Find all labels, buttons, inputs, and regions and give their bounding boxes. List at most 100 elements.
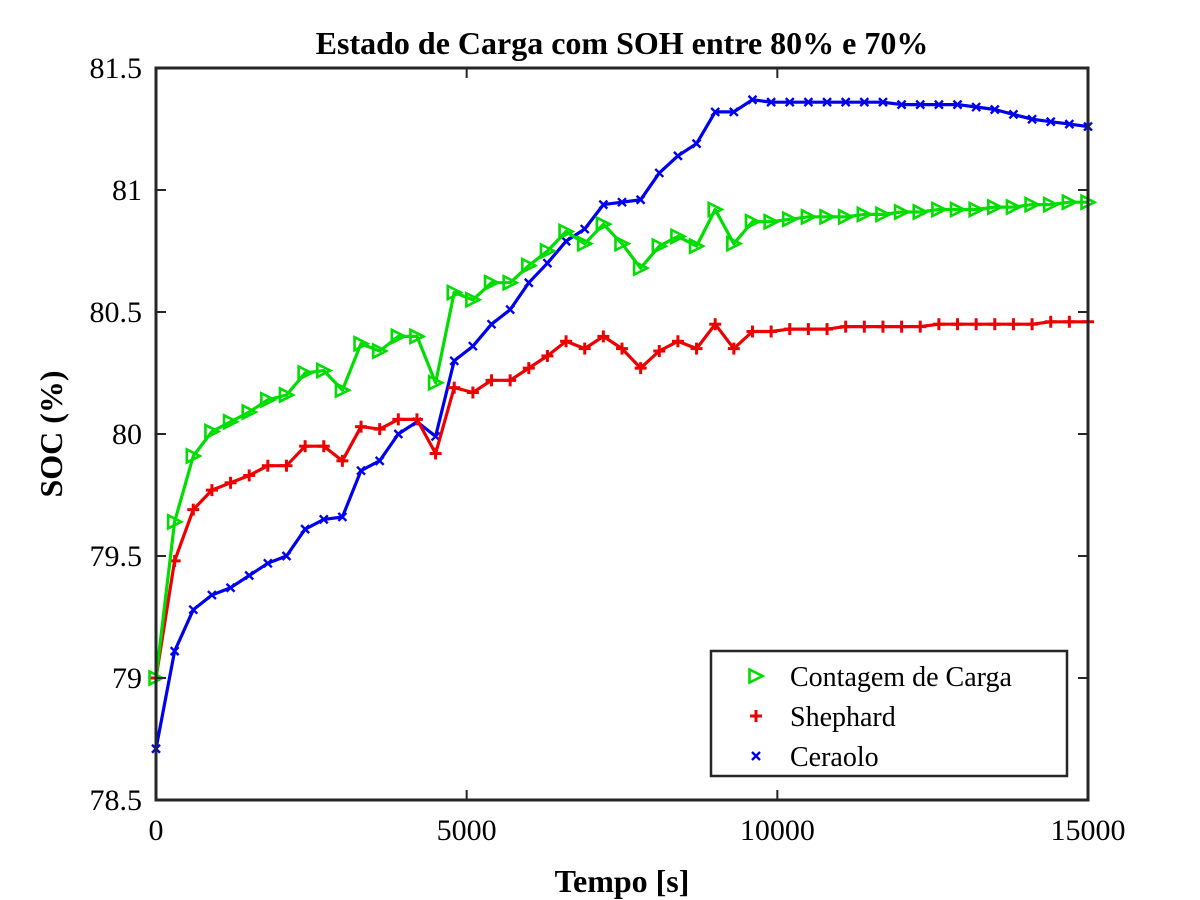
series-contagem-de-carga — [148, 193, 1098, 687]
data-point-contagem-de-carga — [670, 227, 688, 245]
data-point-contagem-de-carga — [1042, 196, 1061, 214]
data-point-ceraolo — [784, 97, 795, 108]
data-point-shephard — [1063, 315, 1076, 328]
y-tick-label: 80 — [112, 418, 142, 451]
data-point-contagem-de-carga — [297, 364, 315, 382]
data-point-shephard — [317, 440, 330, 453]
data-point-ceraolo — [728, 107, 739, 117]
data-point-contagem-de-carga — [539, 242, 557, 260]
data-point-shephard — [597, 330, 610, 343]
data-point-shephard — [690, 342, 703, 355]
data-point-shephard — [1044, 315, 1057, 328]
data-point-contagem-de-carga — [688, 237, 706, 255]
data-point-ceraolo — [971, 102, 982, 112]
data-point-shephard — [839, 320, 852, 333]
x-axis-label: Tempo [s] — [555, 863, 690, 899]
data-point-ceraolo — [542, 258, 553, 269]
data-point-ceraolo — [374, 455, 385, 466]
legend: Contagem de Carga Shephard Ceraolo — [709, 649, 1069, 778]
data-point-shephard — [727, 342, 740, 355]
data-point-contagem-de-carga — [1005, 198, 1023, 216]
legend-label-shephard: Shephard — [790, 702, 896, 733]
data-point-contagem-de-carga — [185, 447, 203, 465]
data-point-ceraolo — [859, 97, 870, 108]
data-point-contagem-de-carga — [278, 386, 296, 404]
data-point-shephard — [951, 318, 964, 331]
data-point-ceraolo — [934, 99, 944, 110]
data-point-shephard — [876, 320, 889, 333]
data-point-shephard — [299, 440, 312, 453]
data-point-ceraolo — [915, 99, 926, 110]
data-point-shephard — [224, 476, 237, 489]
data-point-shephard — [466, 386, 479, 399]
x-tick-label: 10000 — [740, 814, 815, 847]
data-point-ceraolo — [356, 465, 366, 476]
data-point-shephard — [261, 459, 274, 472]
x-tick-label: 15000 — [1051, 814, 1126, 847]
data-point-ceraolo — [169, 646, 180, 657]
data-point-shephard — [1007, 318, 1020, 331]
legend-box — [709, 649, 1069, 778]
data-point-shephard — [280, 459, 293, 472]
data-point-contagem-de-carga — [353, 335, 371, 353]
data-point-shephard — [653, 345, 666, 358]
data-point-contagem-de-carga — [856, 205, 874, 224]
y-tick-label: 78.5 — [90, 784, 143, 817]
tick-layer: 0 5000 10000 15000 78.5 79 79.5 80 80.5 81 81.5 — [90, 52, 1126, 847]
data-point-ceraolo — [337, 512, 348, 522]
data-point-contagem-de-carga — [986, 198, 1005, 216]
data-point-ceraolo — [766, 97, 776, 108]
data-point-shephard — [765, 325, 778, 338]
data-point-shephard — [895, 320, 908, 333]
data-point-ceraolo — [561, 236, 571, 247]
data-point-ceraolo — [654, 168, 665, 178]
data-point-ceraolo — [262, 558, 273, 569]
legend-label-ceraolo: Ceraolo — [790, 742, 879, 773]
data-point-ceraolo — [691, 138, 702, 149]
data-point-contagem-de-carga — [166, 513, 185, 531]
data-point-shephard — [448, 381, 461, 394]
data-point-ceraolo — [803, 97, 814, 108]
data-point-contagem-de-carga — [763, 213, 781, 231]
data-point-shephard — [616, 342, 628, 355]
data-point-contagem-de-carga — [390, 327, 408, 346]
data-point-shephard — [932, 318, 945, 331]
data-point-contagem-de-carga — [781, 210, 800, 228]
data-point-shephard — [671, 335, 684, 348]
data-point-shephard — [988, 318, 1001, 331]
data-point-contagem-de-carga — [409, 327, 427, 346]
data-point-contagem-de-carga — [893, 203, 912, 221]
data-point-ceraolo — [952, 99, 963, 110]
data-point-ceraolo — [449, 355, 460, 366]
data-point-ceraolo — [468, 341, 478, 352]
data-point-contagem-de-carga — [875, 205, 893, 224]
data-point-ceraolo — [579, 224, 590, 234]
y-tick-label: 79 — [112, 662, 142, 695]
data-point-shephard — [821, 323, 834, 336]
data-point-contagem-de-carga — [558, 222, 576, 241]
legend-marker-shephard — [750, 710, 762, 722]
data-point-shephard — [429, 447, 442, 460]
data-point-ceraolo — [598, 199, 609, 210]
data-point-shephard — [522, 362, 535, 375]
x-tick-label: 0 — [149, 814, 164, 847]
data-point-contagem-de-carga — [222, 413, 240, 431]
y-axis-label: SOC (%) — [33, 370, 69, 497]
data-point-contagem-de-carga — [446, 283, 464, 302]
data-point-shephard — [914, 320, 927, 333]
data-point-contagem-de-carga — [371, 342, 390, 360]
legend-marker-contagem-de-carga — [748, 667, 766, 685]
data-point-contagem-de-carga — [744, 213, 762, 231]
data-point-shephard — [709, 318, 722, 331]
data-point-shephard — [634, 362, 647, 375]
data-point-contagem-de-carga — [912, 203, 930, 221]
data-point-ceraolo — [747, 94, 758, 105]
data-point-contagem-de-carga — [632, 259, 651, 277]
data-point-ceraolo — [896, 99, 907, 110]
legend-markers — [748, 667, 766, 761]
x-tick-label: 5000 — [437, 814, 497, 847]
data-point-ceraolo — [635, 194, 646, 205]
data-point-ceraolo — [393, 429, 404, 439]
data-point-shephard — [187, 503, 200, 516]
